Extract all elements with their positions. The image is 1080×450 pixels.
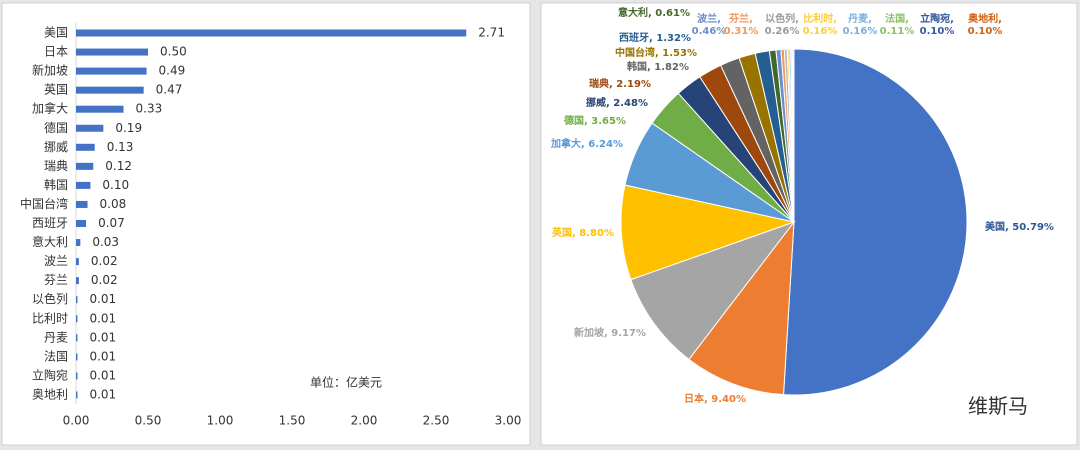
slice-label: 英国, 8.80% xyxy=(552,228,614,239)
x-tick-label: 2.00 xyxy=(351,414,378,428)
y-tick-label: 挪威 xyxy=(44,140,68,154)
pie-slice xyxy=(630,220,796,361)
bar xyxy=(76,372,78,380)
data-label: 0.47 xyxy=(156,83,183,97)
data-label: 0.01 xyxy=(89,387,116,401)
y-tick-label: 奥地利 xyxy=(32,387,68,401)
y-tick-label: 芬兰 xyxy=(44,273,68,287)
data-label: 0.33 xyxy=(136,102,163,116)
data-label: 0.01 xyxy=(89,330,116,344)
pie-slice xyxy=(688,220,795,396)
slice-label: 以色列, 0.26% xyxy=(764,14,800,37)
bar xyxy=(76,29,467,37)
data-label: 0.13 xyxy=(107,140,134,154)
pie-slice xyxy=(792,48,795,223)
slice-label: 瑞典, 2.19% xyxy=(589,79,651,90)
x-tick-label: 2.50 xyxy=(423,414,450,428)
y-tick-label: 加拿大 xyxy=(32,101,68,116)
pie-slice xyxy=(783,48,968,396)
data-label: 0.08 xyxy=(100,197,127,211)
bar xyxy=(76,258,79,266)
bar xyxy=(76,200,88,208)
bar xyxy=(76,277,79,285)
slice-label: 加拿大, 6.24% xyxy=(551,139,623,150)
data-label: 0.01 xyxy=(89,368,116,382)
data-label: 0.49 xyxy=(159,64,186,78)
bar xyxy=(76,143,95,151)
bar xyxy=(76,296,78,304)
bar xyxy=(76,124,104,132)
bar-panel xyxy=(1,2,531,446)
bar xyxy=(76,334,78,342)
data-label: 0.19 xyxy=(115,121,142,135)
slice-label: 芬兰, 0.31% xyxy=(723,14,759,37)
slice-label: 挪威, 2.48% xyxy=(586,98,648,109)
y-tick-label: 丹麦 xyxy=(44,330,68,344)
bar xyxy=(76,86,144,94)
y-tick-label: 中国台湾 xyxy=(20,196,68,211)
slice-label: 西班牙, 1.32% xyxy=(619,33,691,44)
bar xyxy=(76,181,91,189)
slice-label: 德国, 3.65% xyxy=(564,116,626,127)
slice-label: 意大利, 0.61% xyxy=(618,8,690,19)
slice-label: 丹麦, 0.16% xyxy=(842,14,878,37)
y-tick-label: 德国 xyxy=(44,120,68,135)
data-label: 0.02 xyxy=(91,254,118,268)
bar xyxy=(76,48,148,56)
bar xyxy=(76,315,78,323)
bar xyxy=(76,220,87,227)
bar xyxy=(76,105,124,113)
data-label: 0.01 xyxy=(89,311,116,325)
pie-slice xyxy=(620,184,796,281)
bar xyxy=(76,391,78,399)
y-tick-label: 美国 xyxy=(44,26,68,40)
data-label: 0.01 xyxy=(89,349,116,363)
slice-label: 日本, 9.40% xyxy=(684,394,746,405)
slice-label: 法国, 0.11% xyxy=(879,14,915,37)
logo: 维斯马 xyxy=(968,394,1028,418)
slice-label: 美国, 50.79% xyxy=(985,222,1054,233)
data-label: 0.12 xyxy=(105,159,132,173)
slice-label: 奥地利, 0.10% xyxy=(967,14,1003,37)
y-tick-label: 以色列 xyxy=(32,292,68,306)
y-tick-label: 新加坡 xyxy=(32,63,68,78)
data-label: 0.50 xyxy=(160,45,187,59)
bar xyxy=(76,67,147,75)
data-label: 0.03 xyxy=(92,235,119,249)
y-tick-label: 日本 xyxy=(44,45,68,59)
y-tick-label: 立陶宛 xyxy=(32,367,68,382)
data-label: 0.02 xyxy=(91,273,118,287)
y-tick-label: 韩国 xyxy=(44,177,68,192)
x-tick-label: 3.00 xyxy=(495,414,522,428)
unit-note: 单位：亿美元 xyxy=(310,375,382,390)
y-tick-label: 波兰 xyxy=(44,254,68,268)
y-tick-label: 瑞典 xyxy=(44,159,68,173)
x-tick-label: 1.00 xyxy=(207,414,234,428)
bar xyxy=(76,353,78,361)
bar xyxy=(76,162,94,170)
x-tick-label: 0.00 xyxy=(63,414,90,428)
x-tick-label: 1.50 xyxy=(279,414,306,428)
slice-label: 新加坡, 9.17% xyxy=(574,328,646,339)
y-tick-label: 英国 xyxy=(44,83,68,97)
slice-label: 立陶宛, 0.10% xyxy=(919,14,955,37)
data-label: 0.01 xyxy=(89,292,116,306)
data-label: 0.07 xyxy=(98,216,125,230)
slice-label: 韩国, 1.82% xyxy=(627,62,689,73)
slice-label: 波兰, 0.46% xyxy=(691,14,727,37)
slice-label: 比利时, 0.16% xyxy=(802,14,838,37)
y-tick-label: 意大利 xyxy=(32,234,68,249)
data-label: 0.10 xyxy=(102,178,129,192)
bar xyxy=(76,239,81,247)
y-tick-label: 法国 xyxy=(44,349,68,363)
data-label: 2.71 xyxy=(478,26,505,40)
x-tick-label: 0.50 xyxy=(135,414,162,428)
y-tick-label: 西班牙 xyxy=(32,216,68,230)
y-tick-label: 比利时 xyxy=(32,311,68,325)
slice-label: 中国台湾, 1.53% xyxy=(615,48,697,59)
